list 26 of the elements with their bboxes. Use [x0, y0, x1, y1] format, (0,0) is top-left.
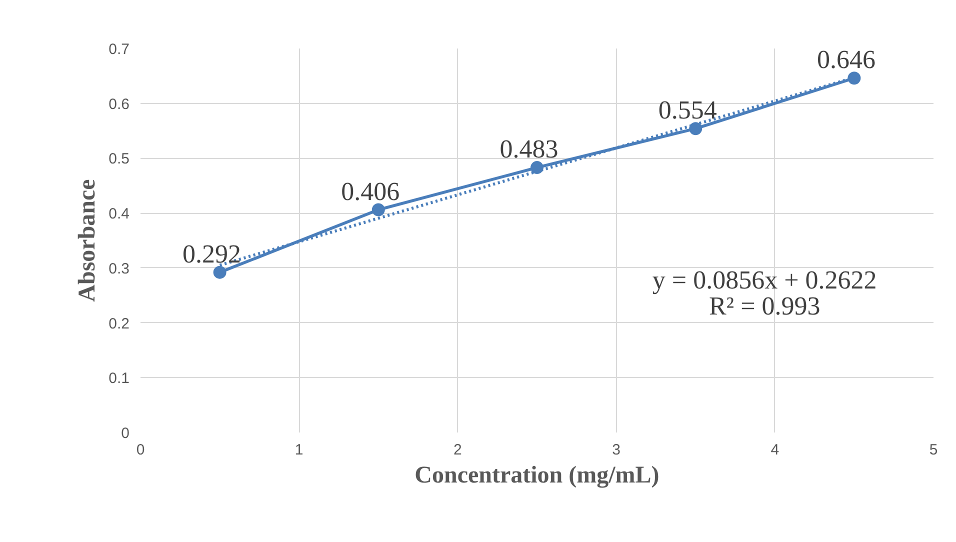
- x-tick-label: 2: [454, 442, 462, 458]
- y-tick-label: 0.6: [108, 96, 130, 113]
- data-label: 0.646: [816, 45, 876, 74]
- point: [213, 266, 226, 279]
- point: [530, 161, 544, 174]
- y-tick-label: 0.3: [108, 260, 130, 278]
- x-tick-label: 5: [929, 442, 938, 458]
- y-tick-label: 0: [121, 425, 130, 442]
- data-label: 0.406: [341, 176, 400, 206]
- y-tick-label: 0.1: [108, 370, 130, 388]
- y-tick-label: 0.2: [108, 315, 130, 332]
- data-label: 0.483: [500, 134, 558, 164]
- y-tick-label: 0.5: [108, 150, 130, 168]
- data-label: 0.292: [182, 239, 242, 268]
- data-label: 0.554: [658, 96, 717, 125]
- x-tick-label: 4: [770, 442, 780, 458]
- point: [689, 122, 702, 136]
- point: [372, 203, 385, 216]
- x-tick-label: 1: [294, 442, 304, 458]
- point: [848, 72, 861, 85]
- x-tick-label: 0: [136, 442, 145, 458]
- y-axis-title: Absorbance: [74, 178, 101, 302]
- x-tick-label: 3: [612, 442, 620, 458]
- x-axis-title: Concentration (mg/mL): [414, 462, 660, 488]
- y-tick-label: 0.4: [108, 206, 130, 223]
- y-tick-label: 0.7: [108, 41, 130, 58]
